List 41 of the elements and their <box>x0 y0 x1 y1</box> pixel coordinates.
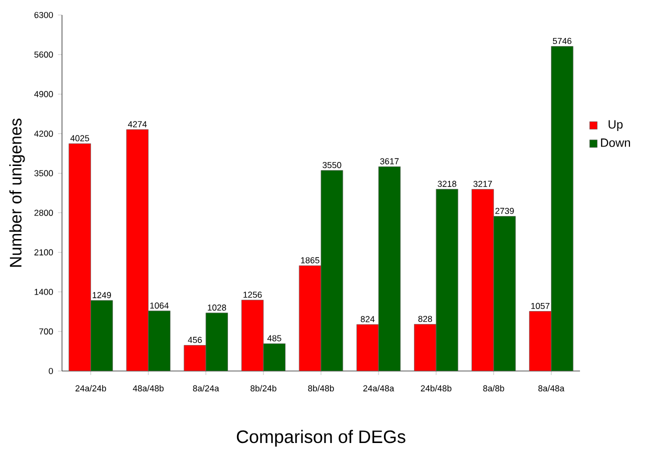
data-label: 3217 <box>473 180 492 187</box>
y-tick-label: 3500 <box>34 170 53 176</box>
data-label: 2739 <box>495 208 514 214</box>
legend-label: Down <box>601 138 630 147</box>
legend-label: Up <box>608 120 623 132</box>
data-label: 4274 <box>128 121 147 128</box>
data-label: 1028 <box>208 304 226 311</box>
x-tick-label: 8b/48b <box>308 385 334 392</box>
data-label: 824 <box>360 316 375 322</box>
x-tick-label: 8a/8b <box>483 385 504 392</box>
x-tick-label: 48a/48b <box>132 385 164 392</box>
x-axis-title: Comparison of DEGs <box>236 430 406 447</box>
data-label: 4025 <box>70 135 90 142</box>
data-label: 1865 <box>301 257 320 264</box>
x-tick-label: 8a/48a <box>538 385 564 392</box>
data-label: 1256 <box>244 292 262 298</box>
data-label: 3218 <box>438 180 456 187</box>
y-tick-label: 0 <box>48 368 53 374</box>
x-tick-label: 8a/24a <box>193 385 220 392</box>
y-tick-label: 2100 <box>34 249 53 256</box>
x-tick-label: 24a/24b <box>76 385 106 392</box>
data-label: 1057 <box>531 302 550 310</box>
y-tick-label: 5600 <box>34 52 53 58</box>
x-tick-label: 24a/48a <box>363 385 394 392</box>
data-label: 5746 <box>552 38 572 44</box>
data-label: 3550 <box>322 162 342 168</box>
y-tick-label: 2800 <box>34 210 53 216</box>
y-tick-label: 4200 <box>34 130 53 137</box>
x-tick-label: 8b/24b <box>250 385 276 392</box>
data-label: 3617 <box>380 158 399 164</box>
x-tick-label: 24b/48b <box>420 385 452 392</box>
data-label: 456 <box>188 336 202 343</box>
y-tick-label: 6300 <box>34 12 53 18</box>
y-tick-label: 1400 <box>34 288 53 295</box>
data-label: 1249 <box>92 292 111 298</box>
data-label: 1064 <box>150 302 169 309</box>
data-label: 828 <box>418 316 432 322</box>
data-label: 485 <box>267 335 282 342</box>
y-axis-title: Number of unigenes <box>9 118 25 267</box>
y-tick-label: 4900 <box>34 91 53 98</box>
y-tick-label: 700 <box>39 328 53 335</box>
